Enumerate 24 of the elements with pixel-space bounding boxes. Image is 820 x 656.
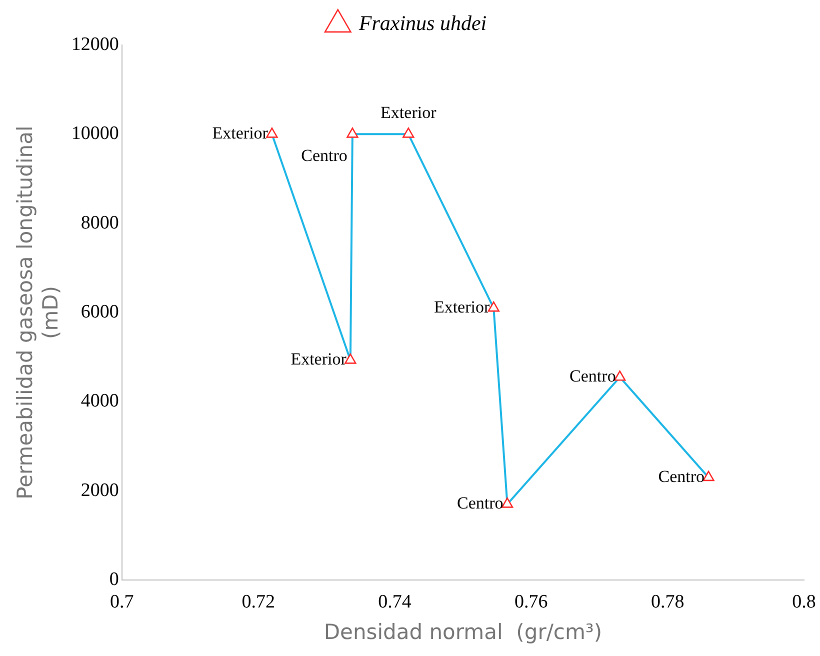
annotation: Centro (658, 466, 705, 486)
y-tick-label: 0 (109, 568, 119, 590)
annotation: Centro (570, 366, 616, 386)
y-tick-label: 10000 (71, 123, 119, 144)
y-tick-label: 12000 (71, 34, 119, 55)
annotation: Exterior (434, 298, 490, 317)
x-tick-label: 0.72 (242, 591, 275, 612)
y-tick-label: 4000 (80, 390, 119, 412)
y-tick-label: 6000 (80, 301, 119, 322)
x-tick-label: 0.76 (514, 591, 548, 612)
annotation: Exterior (290, 350, 347, 369)
x-tick-label: 0.8 (792, 591, 816, 612)
legend-label: Fraxinus uhdei (358, 11, 487, 36)
y-tick-label: 2000 (80, 480, 119, 501)
y-axis-title: Permeabilidad gaseosa longitudinal (mD) (13, 126, 62, 500)
x-tick-label: 0.7 (110, 591, 134, 612)
annotation: Centro (301, 146, 348, 166)
annotation: Exterior (380, 103, 437, 122)
x-tick-label: 0.74 (378, 591, 412, 612)
annotation: Exterior (212, 124, 268, 143)
x-tick-label: 0.78 (650, 591, 684, 612)
x-axis-title: Densidad normal (gr/cm³) (324, 620, 602, 644)
y-tick-label: 8000 (80, 212, 119, 234)
annotation: Centro (457, 494, 504, 513)
